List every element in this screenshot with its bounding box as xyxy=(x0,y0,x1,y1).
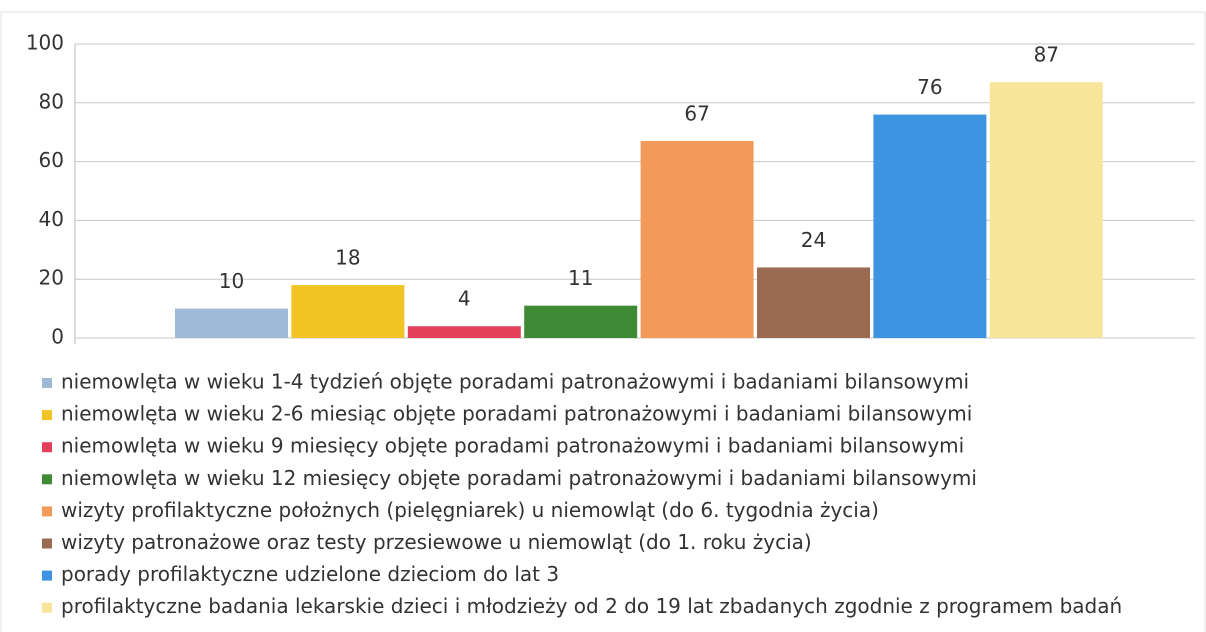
bar xyxy=(873,114,987,338)
bar xyxy=(757,267,870,338)
legend-label: profilaktyczne badania lekarskie dzieci … xyxy=(61,594,1122,618)
legend-label: porady profilaktyczne udzielone dzieciom… xyxy=(61,562,559,586)
bar xyxy=(175,308,288,338)
y-tick-label: 60 xyxy=(39,148,64,172)
data-label: 76 xyxy=(917,75,942,99)
legend-label: niemowlęta w wieku 1-4 tydzień objęte po… xyxy=(61,370,969,394)
legend-label: niemowlęta w wieku 12 miesięcy objęte po… xyxy=(61,466,977,490)
data-label: 10 xyxy=(219,269,244,293)
chart-frame xyxy=(0,11,1206,632)
legend-label: niemowlęta w wieku 2-6 miesiąc objęte po… xyxy=(61,402,972,426)
bar xyxy=(407,326,521,338)
legend-swatch xyxy=(42,602,52,613)
bar xyxy=(524,305,638,338)
bar xyxy=(989,82,1103,338)
data-label: 4 xyxy=(458,287,471,311)
data-label: 11 xyxy=(568,266,593,290)
legend-swatch xyxy=(42,378,52,388)
legend-label: niemowlęta w wieku 9 miesięcy objęte por… xyxy=(61,434,964,458)
data-label: 67 xyxy=(684,102,709,126)
bar xyxy=(640,141,754,338)
legend-swatch xyxy=(42,538,52,549)
y-tick-label: 80 xyxy=(39,89,64,113)
legend-label: wizyty profilaktyczne położnych (pielęgn… xyxy=(61,498,879,522)
y-tick-label: 40 xyxy=(39,207,64,231)
data-label: 24 xyxy=(801,228,826,252)
y-tick-label: 100 xyxy=(26,31,64,55)
y-tick-label: 20 xyxy=(39,266,64,290)
data-label: 18 xyxy=(335,246,360,270)
legend-swatch xyxy=(42,570,52,581)
legend-swatch xyxy=(42,442,52,453)
legend-swatch xyxy=(42,474,52,485)
data-label: 87 xyxy=(1034,43,1059,67)
legend-label: wizyty patronażowe oraz testy przesiewow… xyxy=(61,530,812,554)
y-tick-label: 0 xyxy=(51,325,64,349)
bar xyxy=(291,285,405,338)
legend-swatch xyxy=(42,410,52,421)
legend-swatch xyxy=(42,506,52,517)
